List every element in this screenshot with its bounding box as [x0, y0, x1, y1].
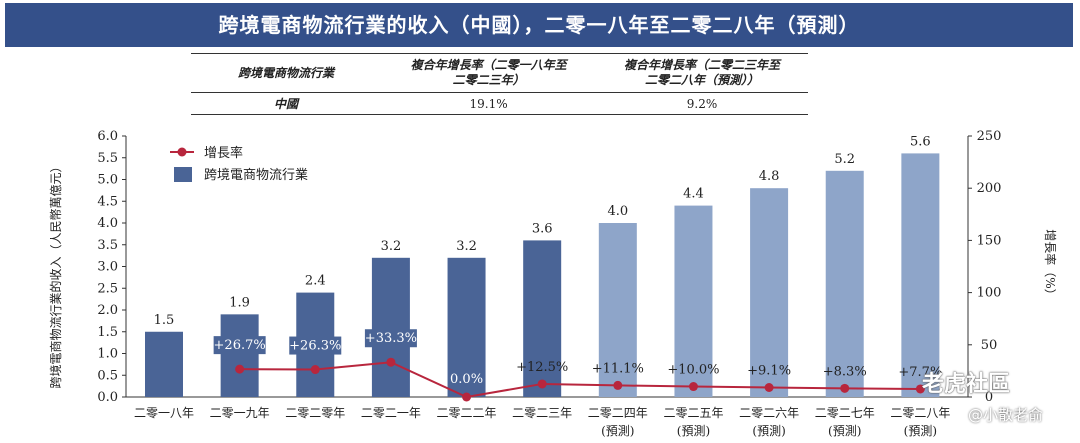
- growth-rate-label: +26.3%: [289, 339, 341, 354]
- growth-rate-point: [235, 364, 245, 374]
- x-tick-label: 二零二三年: [512, 406, 572, 420]
- x-tick-forecast-label: (預測): [828, 424, 861, 438]
- bar-value-label: 5.6: [910, 134, 931, 149]
- left-axis-tick-label: 2.0: [97, 303, 118, 318]
- x-tick-label: 二零二四年: [588, 406, 648, 420]
- bar-2: [220, 314, 259, 397]
- x-tick-forecast-label: (預測): [677, 424, 710, 438]
- bar-6: [523, 240, 562, 397]
- growth-rate-label-box: [364, 329, 417, 348]
- cagr-table-header: 跨境電商物流行業 複合年增長率（二零一八年至 二零二三年） 複合年增長率（二零二三…: [191, 53, 808, 93]
- x-tick-label: 二零二七年: [815, 406, 875, 420]
- bar-value-label: 4.8: [759, 169, 780, 184]
- left-axis-tick-label: 5.5: [97, 151, 118, 166]
- left-axis-tick-label: 0.5: [97, 368, 118, 383]
- growth-rate-point: [688, 382, 698, 392]
- growth-rate-label: +11.1%: [592, 361, 644, 376]
- left-axis-tick-label: 2.5: [97, 281, 118, 296]
- growth-rate-point: [310, 365, 320, 375]
- legend-line-label: 增長率: [204, 145, 243, 161]
- left-axis-tick-label: 6.0: [97, 129, 118, 144]
- bar-5: [447, 257, 486, 397]
- cagr-header-2018-2023: 複合年增長率（二零一八年至 二零二三年）: [381, 53, 597, 93]
- bar-value-label: 1.9: [229, 295, 250, 310]
- x-tick-label: 二零二五年: [663, 406, 723, 420]
- x-tick-label: 二零一九年: [210, 406, 270, 420]
- cagr-table: 跨境電商物流行業 複合年增長率（二零一八年至 二零二三年） 複合年增長率（二零二三…: [191, 53, 808, 115]
- left-axis-tick-label: 3.5: [97, 238, 118, 253]
- growth-rate-point: [915, 384, 925, 394]
- growth-rate-label: +12.5%: [516, 360, 568, 375]
- bar-value-label: 4.4: [683, 187, 704, 202]
- legend-line-marker: [177, 147, 187, 157]
- watermark-user: @小散老俞: [968, 406, 1044, 424]
- watermark-logo: 老虎社區: [922, 372, 1011, 397]
- x-tick-forecast-label: (預測): [601, 424, 634, 438]
- growth-rate-point: [613, 380, 623, 390]
- bar-8: [674, 205, 713, 397]
- cagr-header-industry: 跨境電商物流行業: [191, 53, 382, 93]
- x-tick-label: 二零一八年: [134, 406, 194, 420]
- cagr-value-2018-2023: 19.1%: [381, 92, 597, 115]
- x-tick-label: 二零二零年: [285, 406, 345, 420]
- bar-value-label: 3.2: [456, 239, 477, 254]
- growth-rate-point: [386, 357, 396, 367]
- x-tick-label: 二零二八年: [890, 406, 950, 420]
- right-axis-tick-label: 0: [985, 390, 993, 405]
- legend-bar-label: 跨境電商物流行業: [204, 167, 308, 183]
- cagr-value-2023-2028: 9.2%: [596, 92, 808, 115]
- bar-10: [825, 170, 864, 397]
- bar-value-label: 1.5: [154, 313, 175, 328]
- bar-value-label: 3.2: [381, 239, 402, 254]
- growth-rate-label: +10.0%: [667, 363, 719, 378]
- growth-rate-point: [537, 379, 547, 389]
- growth-rate-line: [239, 361, 921, 399]
- right-axis-tick-label: 200: [977, 181, 1002, 196]
- chart-title: 跨境電商物流行業的收入（中國），二零一八年至二零二八年（預測）: [5, 3, 1073, 47]
- right-axis-tick-label: 150: [977, 233, 1002, 248]
- bar-9: [750, 188, 789, 397]
- growth-rate-label: +26.7%: [214, 338, 266, 353]
- bar-value-label: 4.0: [607, 204, 628, 219]
- legend-bar-swatch: [174, 167, 192, 182]
- x-tick-label: 二零二六年: [739, 406, 799, 420]
- left-axis-tick-label: 4.5: [97, 194, 118, 209]
- growth-rate-label: +8.3%: [823, 364, 867, 379]
- right-axis-tick-label: 100: [977, 286, 1002, 301]
- x-tick-label: 二零二一年: [361, 406, 421, 420]
- left-axis-tick-label: 0.0: [97, 390, 118, 405]
- left-axis-tick-label: 3.0: [97, 260, 118, 275]
- growth-rate-label: +33.3%: [365, 331, 417, 346]
- left-axis-tick-label: 5.0: [97, 173, 118, 188]
- right-axis-tick-label: 250: [977, 129, 1002, 144]
- growth-rate-point: [462, 392, 472, 402]
- right-axis-tick-label: 50: [981, 338, 998, 353]
- y-axis-right-title: 增長率（%）: [1043, 229, 1058, 300]
- growth-rate-label: 0.0%: [450, 372, 483, 387]
- bar-11: [901, 153, 940, 397]
- bar-1: [145, 331, 183, 397]
- x-tick-forecast-label: (預測): [752, 424, 785, 438]
- bar-7: [598, 223, 637, 397]
- bar-value-label: 3.6: [532, 221, 553, 236]
- y-axis-title: 跨境電商物流行業的收入（人民幣萬億元）: [48, 160, 63, 388]
- growth-rate-label-box: [213, 336, 266, 355]
- left-axis-tick-label: 1.5: [97, 325, 118, 340]
- growth-rate-point: [840, 383, 850, 393]
- cagr-table-row: 中國 19.1% 9.2%: [191, 92, 808, 115]
- growth-rate-point: [764, 382, 774, 392]
- bar-value-label: 2.4: [305, 274, 326, 289]
- left-axis-tick-label: 4.0: [97, 216, 118, 231]
- cagr-header-2023-2028: 複合年增長率（二零二三年至 二零二八年（預測））: [596, 53, 808, 93]
- growth-rate-label: +9.1%: [747, 363, 791, 378]
- bar-value-label: 5.2: [834, 152, 855, 167]
- bar-4: [371, 257, 410, 397]
- growth-rate-label: +7.7%: [898, 365, 942, 380]
- left-axis-tick-label: 1.0: [97, 347, 118, 362]
- cagr-row-label: 中國: [191, 92, 382, 115]
- x-tick-label: 二零二二年: [437, 406, 497, 420]
- growth-rate-label-box: [289, 336, 342, 355]
- x-tick-forecast-label: (預測): [904, 424, 937, 438]
